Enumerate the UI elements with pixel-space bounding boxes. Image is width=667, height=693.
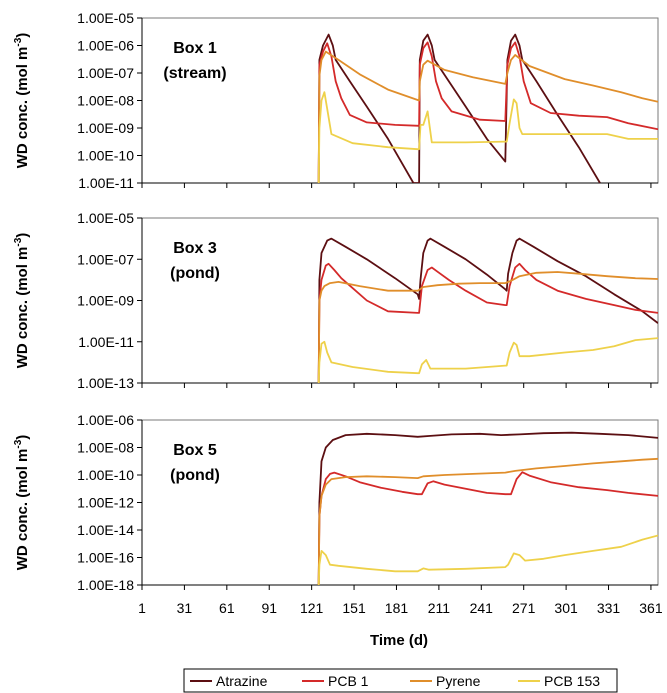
y-tick-label: 1.00E-11 [78, 175, 134, 191]
plot-frame [141, 17, 659, 184]
y-tick-label: 1.00E-06 [77, 412, 134, 428]
panel-3: 1.00E-06 1.00E-08 1.00E-10 1.00E-12 1.00E-14… [13, 412, 659, 593]
legend: Atrazine PCB 1 Pyrene PCB 153 [183, 668, 618, 693]
x-tick-label: 211 [428, 600, 451, 616]
y-tick-label: 1.00E-14 [77, 522, 134, 538]
y-axis-title-close: ) [14, 435, 31, 440]
y-tick-label: 1.00E-08 [77, 440, 134, 456]
y-tick-label: 1.00E-05 [77, 10, 134, 26]
x-axis: 1 31 61 91 121 151 181 211 241 271 301 331 361 [138, 600, 663, 616]
legend-box [183, 668, 618, 693]
x-tick-label: 181 [385, 600, 409, 616]
y-axis-title-main: WD conc. (mol m [14, 47, 31, 169]
y-axis-title: WD conc. (mol m-3) [13, 435, 31, 571]
panel-1: 1.00E-05 1.00E-06 1.00E-07 1.00E-08 1.00E-09… [13, 10, 659, 191]
y-tick-label: 1.00E-18 [77, 577, 134, 593]
y-tick-label: 1.00E-09 [77, 120, 134, 136]
series-line-pcb-1 [317, 471, 658, 585]
series-line-atrazine [317, 237, 658, 383]
x-tick-label: 271 [512, 600, 536, 616]
y-axis-title-close: ) [14, 233, 31, 238]
y-tick-label: 1.00E-06 [77, 38, 134, 54]
series-line-pcb-153 [317, 91, 658, 183]
panel-label: Box 3 [173, 240, 217, 257]
y-tick-label: 1.00E-11 [78, 334, 134, 350]
x-tick-label: 361 [639, 600, 663, 616]
panel-sublabel: (pond) [170, 467, 220, 484]
x-tick-label: 301 [554, 600, 578, 616]
panel-sublabel: (pond) [170, 265, 220, 282]
legend-label: PCB 1 [328, 673, 369, 689]
y-axis-title-main: WD conc. (mol m [14, 247, 31, 369]
series-lines [317, 431, 658, 585]
legend-label: Atrazine [216, 673, 268, 689]
x-axis-title: Time (d) [370, 632, 428, 649]
x-tick-label: 31 [177, 600, 193, 616]
series-line-pcb-153 [317, 337, 658, 383]
panel-2: 1.00E-05 1.00E-07 1.00E-09 1.00E-11 1.00E-13… [13, 210, 659, 391]
chart-panels: 1.00E-05 1.00E-06 1.00E-07 1.00E-08 1.00E-09… [13, 10, 659, 593]
x-tick-label: 241 [470, 600, 494, 616]
y-tick-label: 1.00E-16 [77, 550, 134, 566]
series-line-atrazine [317, 431, 658, 585]
series-line-pyrene [317, 50, 658, 183]
legend-label: PCB 153 [544, 673, 600, 689]
legend-label: Pyrene [436, 673, 481, 689]
series-lines [317, 33, 658, 183]
panel-label: Box 1 [173, 40, 217, 57]
y-axis-title-close: ) [14, 33, 31, 38]
series-line-pyrene [317, 457, 658, 585]
series-line-pcb-1 [317, 262, 658, 383]
y-tick-label: 1.00E-12 [77, 495, 134, 511]
y-axis-title-main: WD conc. (mol m [14, 449, 31, 571]
y-axis-title-exponent: -3 [13, 237, 24, 246]
series-lines [317, 237, 658, 383]
y-tick-label: 1.00E-10 [77, 467, 134, 483]
y-tick-label: 1.00E-05 [77, 210, 134, 226]
y-axis-title-exponent: -3 [13, 439, 24, 448]
x-tick-label: 61 [219, 600, 235, 616]
y-tick-label: 1.00E-13 [77, 375, 134, 391]
legend-items: Atrazine PCB 1 Pyrene PCB 153 [190, 673, 600, 689]
x-tick-label: 121 [300, 600, 324, 616]
x-tick-label: 151 [342, 600, 366, 616]
series-line-pcb-153 [317, 534, 658, 585]
series-line-pyrene [317, 271, 658, 383]
y-tick-label: 1.00E-07 [77, 65, 134, 81]
panel-label: Box 5 [173, 442, 217, 459]
series-line-pcb-1 [317, 41, 658, 183]
panel-sublabel: (stream) [163, 65, 226, 82]
y-tick-label: 1.00E-08 [77, 93, 134, 109]
y-axis-title-exponent: -3 [13, 37, 24, 46]
x-tick-label: 91 [261, 600, 277, 616]
x-tick-label: 1 [138, 600, 146, 616]
plot-frame [141, 419, 659, 586]
y-axis-title: WD conc. (mol m-3) [13, 33, 31, 169]
y-axis-title: WD conc. (mol m-3) [13, 233, 31, 369]
y-tick-label: 1.00E-09 [77, 293, 134, 309]
y-tick-label: 1.00E-07 [77, 251, 134, 267]
x-tick-label: 331 [597, 600, 621, 616]
plot-frame [141, 217, 659, 384]
y-tick-label: 1.00E-10 [77, 148, 134, 164]
